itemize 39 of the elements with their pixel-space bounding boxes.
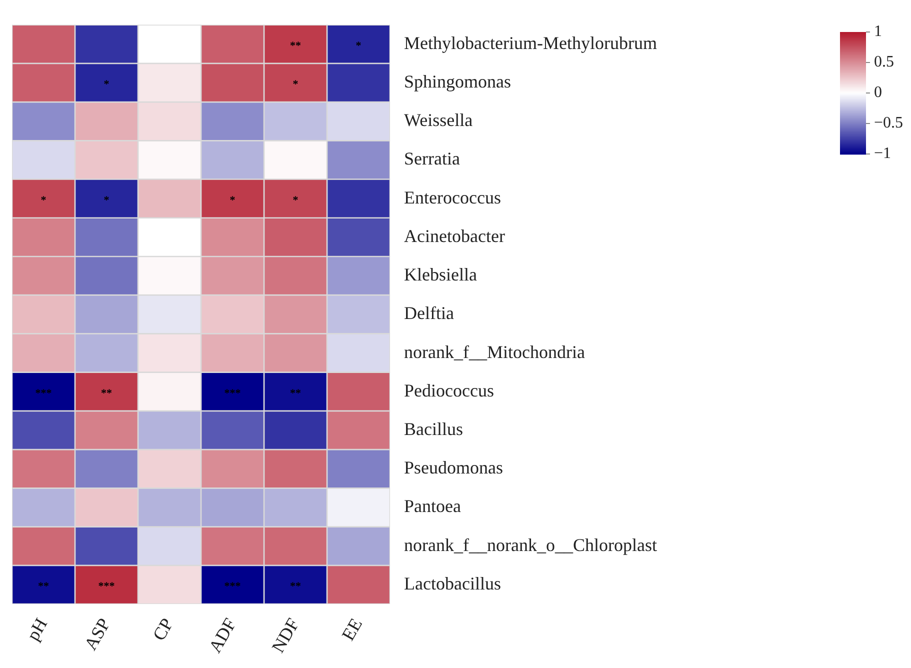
y-tick-label: Enterococcus bbox=[404, 187, 501, 208]
data-label: ** bbox=[290, 580, 302, 593]
color-bar-label: 0.5 bbox=[874, 54, 894, 71]
color-bar-label: −0.5 bbox=[874, 114, 904, 132]
y-tick-label: Bacillus bbox=[404, 418, 464, 439]
y-tick-label: Klebsiella bbox=[404, 264, 478, 285]
color-bar-label: 0 bbox=[874, 84, 882, 102]
y-tick-label: Pseudomonas bbox=[404, 458, 504, 478]
y-tick-label: Lactobacillus bbox=[404, 573, 502, 594]
data-label: ** bbox=[290, 40, 302, 52]
data-label: * bbox=[40, 194, 47, 206]
y-tick-label: norank_f__Mitochondria bbox=[404, 342, 586, 362]
data-label: ** bbox=[38, 580, 50, 593]
data-label: * bbox=[230, 194, 236, 206]
data-label: * bbox=[292, 78, 299, 91]
data-label: * bbox=[356, 40, 362, 52]
y-tick-label: norank_f__norank_o__Chloroplast bbox=[404, 534, 658, 555]
y-tick-label: Sphingomonas bbox=[404, 71, 512, 92]
y-tick-label: Delftia bbox=[404, 303, 454, 324]
data-label: * bbox=[104, 78, 110, 91]
x-tick-label: EE bbox=[338, 614, 366, 644]
data-label: *** bbox=[98, 580, 116, 593]
color-bar-label: 1 bbox=[874, 23, 882, 40]
y-tick-label: Pantoea bbox=[404, 496, 462, 516]
color-bar-label: −1 bbox=[874, 145, 892, 162]
y-tick-label: Pediococcus bbox=[404, 380, 494, 400]
x-tick-label: CP bbox=[148, 614, 178, 644]
data-label: *** bbox=[35, 387, 52, 400]
data-label: *** bbox=[224, 387, 242, 400]
y-tick-label: Methylobacterium-Methylorubrum bbox=[404, 32, 657, 53]
x-tick-label: pH bbox=[22, 614, 52, 644]
y-tick-label: Acinetobacter bbox=[404, 226, 505, 246]
data-label: ** bbox=[101, 387, 113, 400]
y-tick-label: Serratia bbox=[404, 148, 460, 169]
data-label: * bbox=[104, 194, 110, 206]
data-label: ** bbox=[290, 387, 302, 400]
data-label: * bbox=[292, 194, 299, 206]
y-tick-label: Weissella bbox=[404, 110, 473, 130]
data-label: *** bbox=[224, 580, 242, 593]
